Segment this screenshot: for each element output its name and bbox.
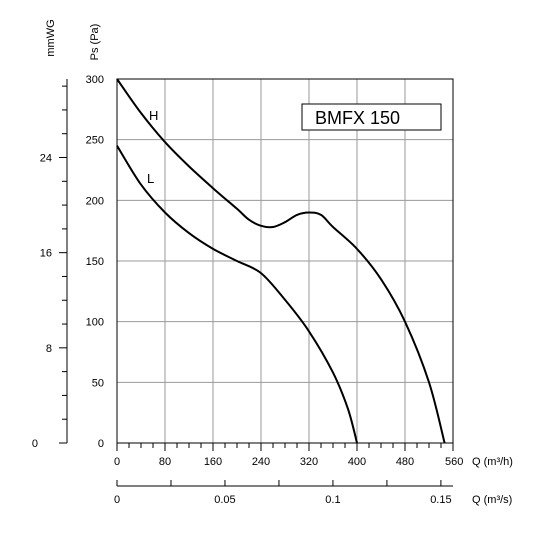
- x-tick-label: 480: [396, 456, 414, 468]
- curve-label-h: H: [149, 108, 158, 123]
- curve-l: [116, 145, 358, 444]
- y2-tick-label: 0: [32, 438, 38, 450]
- y2-tick-label: 16: [40, 248, 52, 260]
- y-tick-label: 100: [86, 317, 104, 329]
- curve-h: [116, 78, 446, 444]
- x2-tick-label: 0.05: [214, 494, 235, 506]
- x2-tick-label: 0.15: [430, 494, 451, 506]
- y-tick-label: 0: [98, 438, 104, 450]
- x2-tick-label: 0: [114, 494, 120, 506]
- grid-lines: [117, 79, 453, 443]
- x-tick-label: 400: [348, 456, 366, 468]
- x2-tick-label: 0.1: [325, 494, 340, 506]
- x-tick-label: 80: [159, 456, 171, 468]
- y-tick-label: 150: [86, 256, 104, 268]
- y-tick-label: 300: [86, 74, 104, 86]
- curve-label-l: L: [147, 171, 154, 186]
- labels: 0 80 160 240 320 400 480 560 Q (m³/h)0 0.05 0.1 0.1…: [32, 19, 513, 506]
- x-tick-label: 560: [445, 456, 463, 468]
- axes: [59, 78, 454, 487]
- y-tick-label: 250: [86, 135, 104, 147]
- x2-axis-label: Q (m³/s): [472, 494, 512, 506]
- y-tick-label: 200: [86, 195, 104, 207]
- x-tick-label: 0: [114, 456, 120, 468]
- curves: [116, 78, 446, 444]
- x-axis-label: Q (m³/h): [472, 456, 513, 468]
- y-tick-label: 50: [92, 377, 104, 389]
- title-box: [301, 103, 442, 131]
- chart-title: BMFX 150: [315, 108, 400, 128]
- x-tick-label: 240: [252, 456, 270, 468]
- y-axis-label: Ps (Pa): [89, 24, 101, 61]
- y2-axis-label: mmWG: [45, 19, 57, 56]
- y2-tick-label: 24: [40, 153, 52, 165]
- x-tick-label: 320: [300, 456, 318, 468]
- y2-tick-label: 8: [46, 343, 52, 355]
- x-tick-label: 160: [204, 456, 222, 468]
